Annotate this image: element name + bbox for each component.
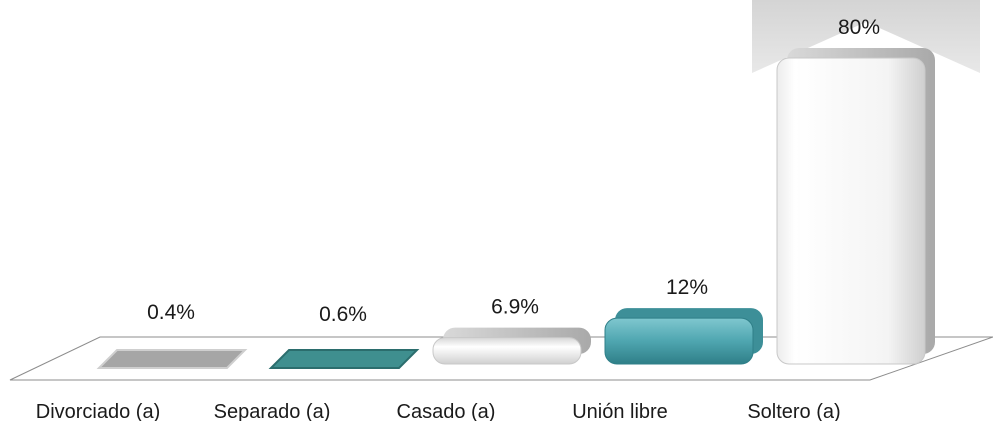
bar-4 — [604, 308, 763, 365]
value-label-2: 0.6% — [319, 303, 367, 326]
bars-group — [96, 48, 935, 369]
value-label-4: 12% — [666, 276, 708, 299]
bar-5 — [776, 48, 935, 365]
value-label-5: 80% — [838, 16, 880, 39]
bar-1 — [96, 349, 248, 369]
label-banner — [752, 0, 980, 73]
value-labels-group: 0.4% 0.6% 6.9% 12% 80% — [147, 16, 880, 326]
category-labels-group: Divorciado (a) Separado (a) Casado (a) Unió… — [36, 401, 841, 421]
bar-3 — [432, 327, 591, 365]
category-label-4: Unión libre — [572, 401, 668, 421]
value-label-1: 0.4% — [147, 301, 195, 324]
category-label-1: Divorciado (a) — [36, 401, 160, 421]
value-label-3: 6.9% — [491, 296, 539, 319]
category-label-3: Casado (a) — [397, 401, 496, 421]
category-label-5: Soltero (a) — [747, 401, 840, 421]
bar-2 — [268, 349, 420, 369]
category-label-2: Separado (a) — [214, 401, 331, 421]
